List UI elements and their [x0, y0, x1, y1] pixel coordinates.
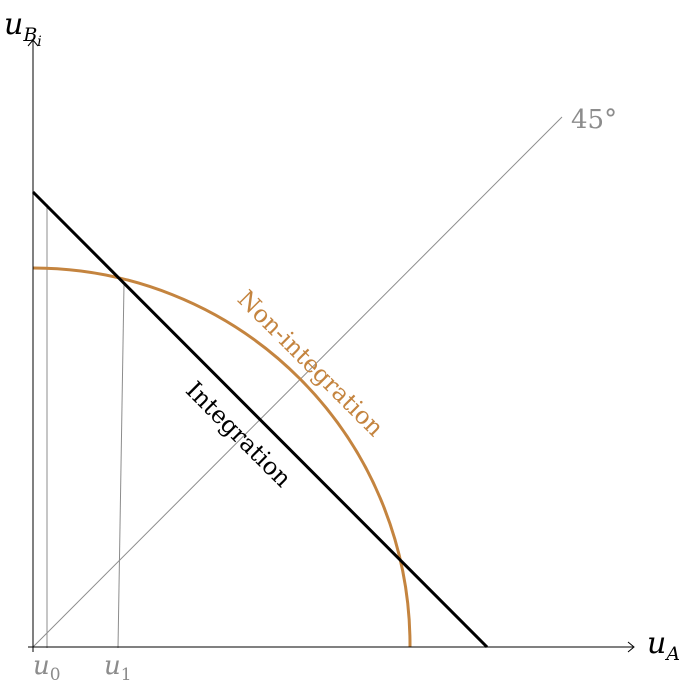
x-axis-label: uA — [647, 626, 679, 665]
y-axis-label: uBi — [4, 7, 42, 50]
y-axis-arrow — [27, 39, 39, 47]
u1-guide-line — [117, 283, 125, 649]
integration-label: Integration — [180, 376, 297, 493]
x-axis-arrow — [627, 641, 635, 653]
tick-label-u0: u0 — [33, 651, 61, 685]
diagonal-45-line — [32, 116, 563, 648]
tick-label-u1: u1 — [104, 651, 132, 685]
non-integration-label: Non-integration — [232, 285, 389, 442]
integration-line — [31, 190, 489, 649]
diagonal-label: 45° — [571, 105, 617, 135]
